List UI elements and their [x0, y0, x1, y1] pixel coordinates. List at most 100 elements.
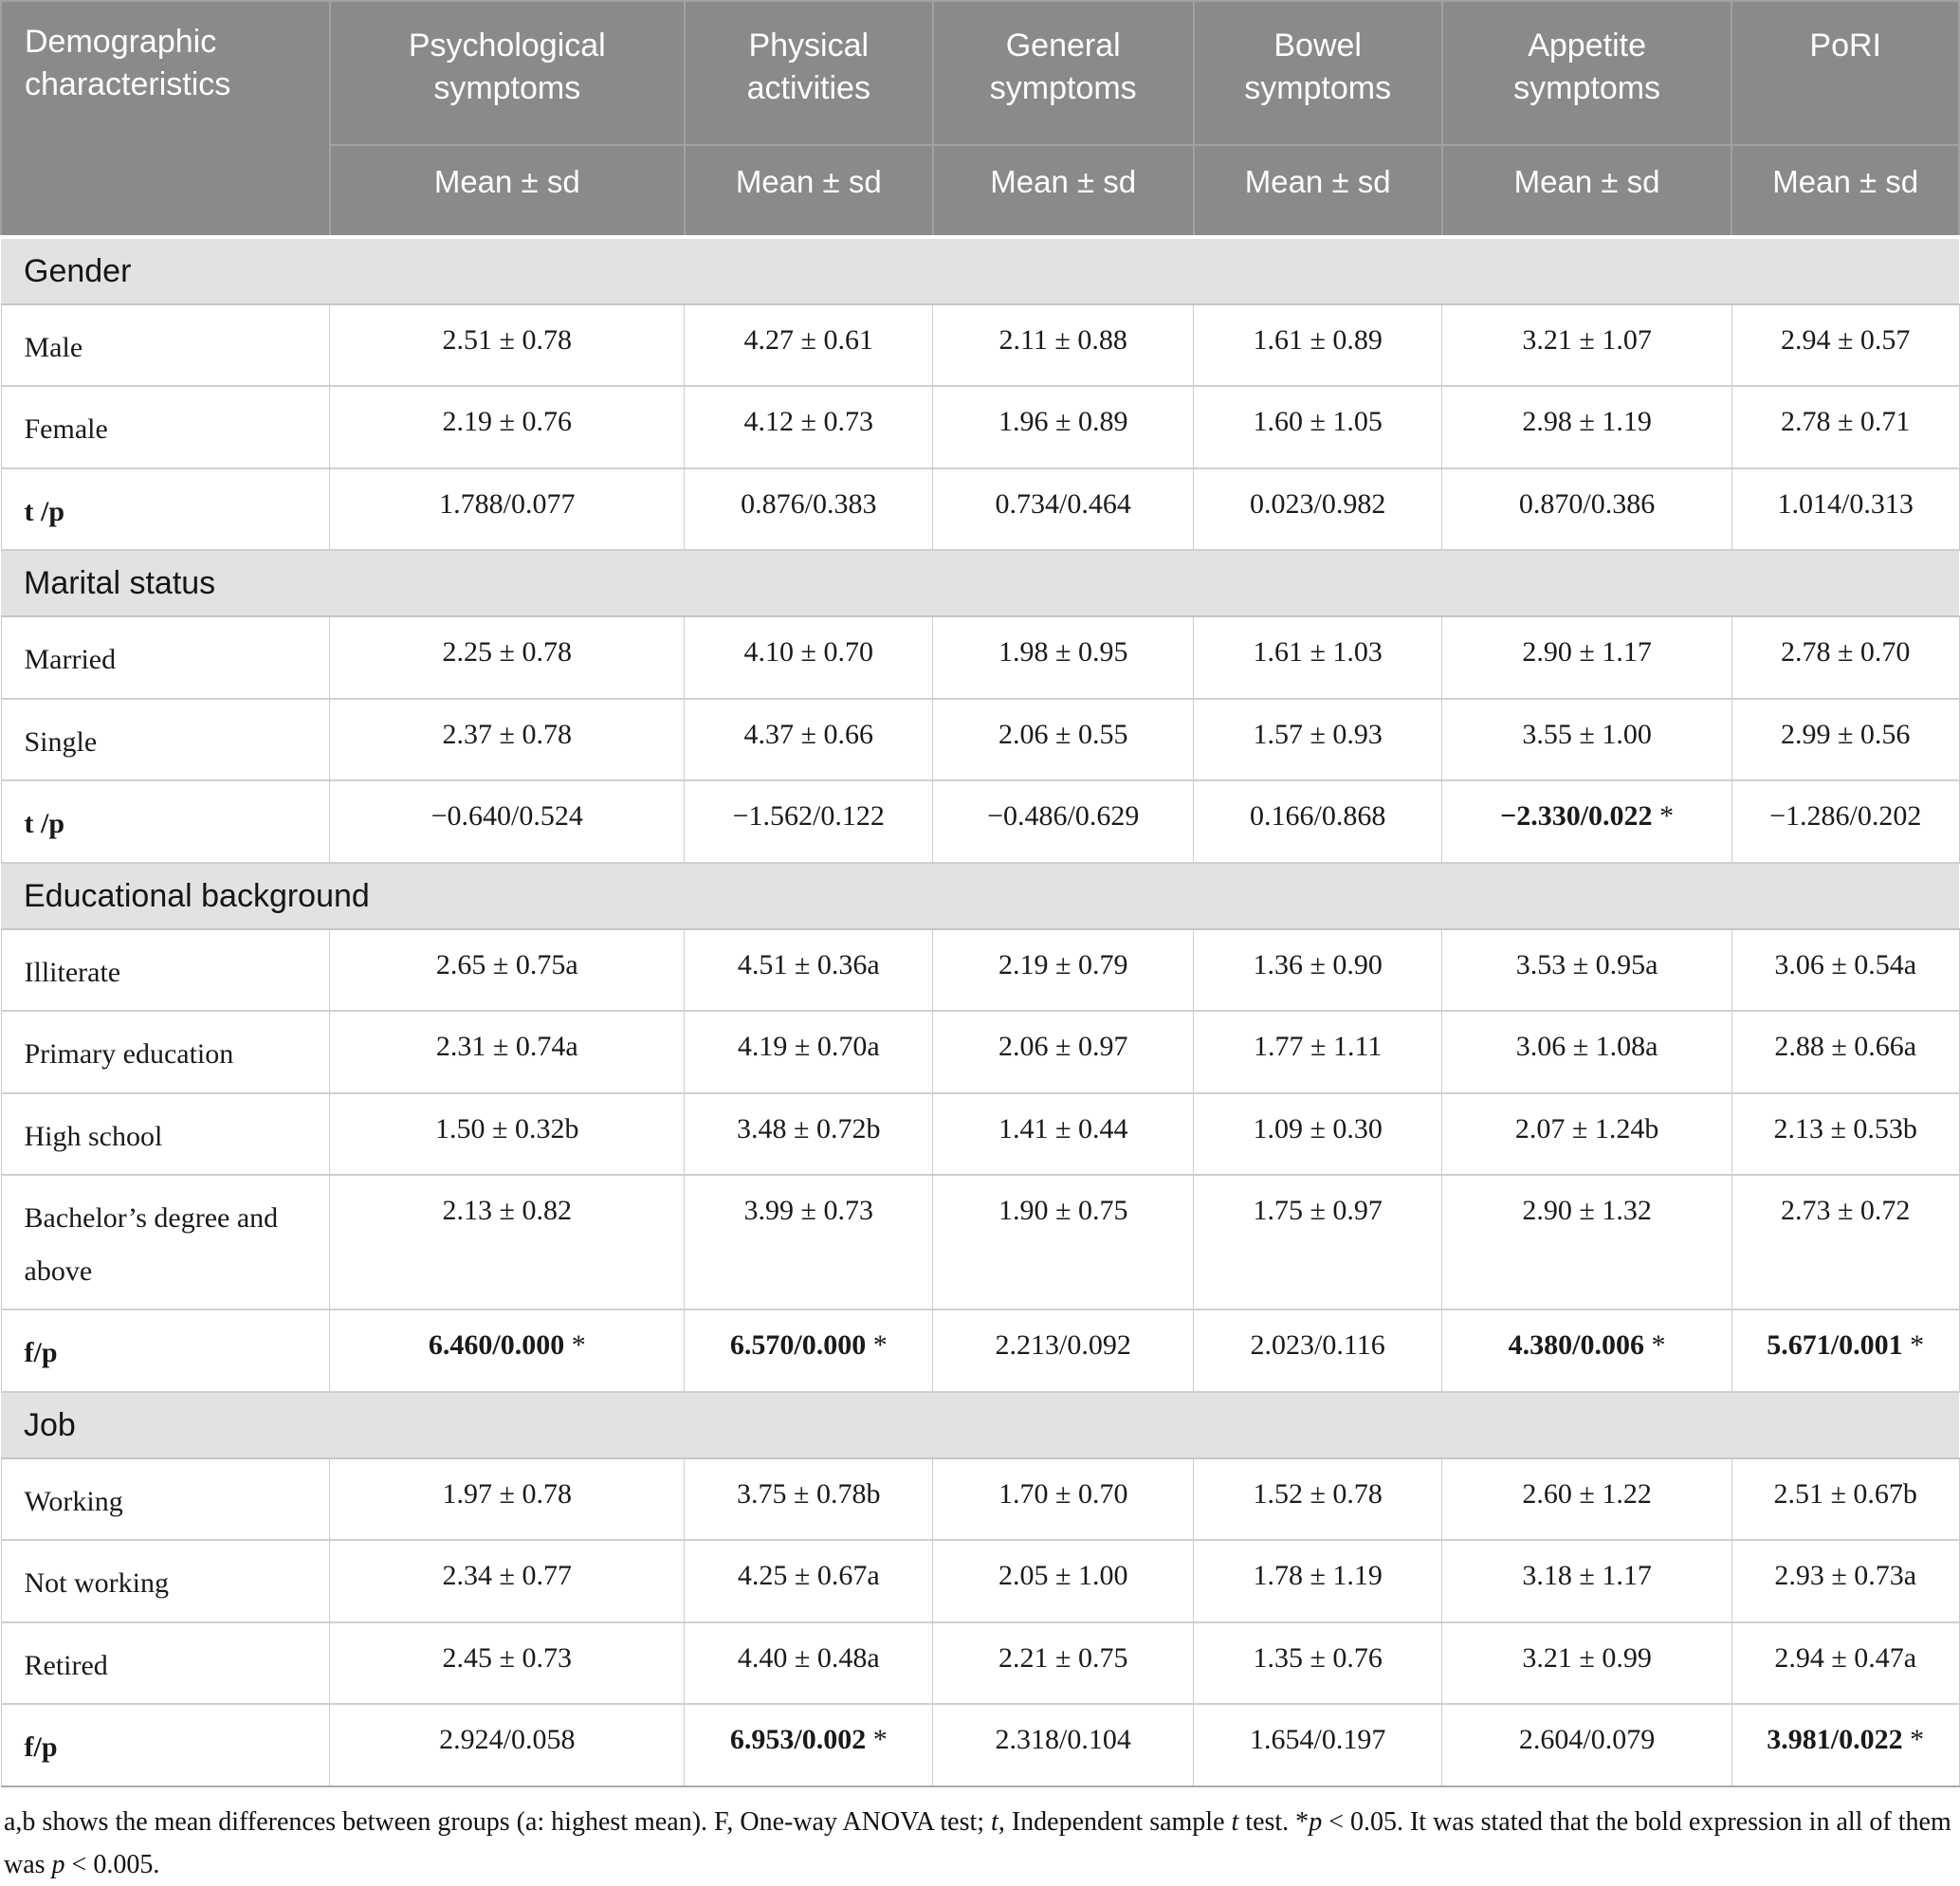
value-cell: 2.19 ± 0.79 — [932, 928, 1195, 1013]
value-cell: −1.562/0.122 — [684, 779, 934, 864]
data-row: Not working 2.34 ± 0.77 4.25 ± 0.67a 2.05 ±… — [0, 1539, 1960, 1623]
table-body: Gender Male 2.51 ± 0.78 4.27 ± 0.61 2.11 ± 0… — [0, 236, 1960, 1787]
footnote-text: , Independent sample — [998, 1806, 1232, 1837]
value-cell: 3.06 ± 0.54a — [1731, 928, 1960, 1013]
value-cell: 3.75 ± 0.78b — [684, 1457, 934, 1542]
value-cell: 2.98 ± 1.19 — [1441, 385, 1732, 469]
row-label-cell: Working — [0, 1457, 331, 1542]
row-label-cell: f/p — [0, 1309, 331, 1393]
section-title: Gender — [1, 236, 1959, 305]
value-cell: 1.77 ± 1.11 — [1193, 1010, 1443, 1094]
header-pori: PoRI — [1731, 0, 1960, 146]
value-cell: −2.330/0.022 * — [1441, 779, 1732, 864]
value-cell: 2.213/0.092 — [932, 1309, 1195, 1393]
value-cell: 3.21 ± 1.07 — [1441, 303, 1732, 388]
section-title: Job — [1, 1390, 1959, 1459]
value-cell: 1.97 ± 0.78 — [329, 1457, 686, 1542]
value-cell: 3.21 ± 0.99 — [1441, 1621, 1732, 1706]
data-row: Female 2.19 ± 0.76 4.12 ± 0.73 1.96 ± 0.89 1… — [0, 385, 1960, 469]
value-cell: 2.318/0.104 — [932, 1703, 1195, 1787]
row-label-cell: Illiterate — [0, 928, 331, 1013]
data-row: High school 1.50 ± 0.32b 3.48 ± 0.72b 1.41 … — [0, 1092, 1960, 1177]
value-cell: 3.53 ± 0.95a — [1441, 928, 1732, 1013]
value-cell: 2.07 ± 1.24b — [1441, 1092, 1732, 1177]
value-cell: 3.18 ± 1.17 — [1441, 1539, 1732, 1623]
row-label-cell: High school — [0, 1092, 331, 1177]
value-cell: 4.19 ± 0.70a — [684, 1010, 934, 1094]
header-appetite-symptoms: Appetite symptoms — [1440, 0, 1733, 146]
section-header-row: Educational background — [1, 861, 1959, 930]
value-cell: 2.51 ± 0.78 — [329, 303, 686, 388]
value-cell: 2.73 ± 0.72 — [1731, 1174, 1960, 1311]
value-cell: 6.953/0.002 * — [684, 1703, 934, 1787]
value-cell: 2.45 ± 0.73 — [329, 1621, 686, 1706]
value-cell: 1.50 ± 0.32b — [329, 1092, 686, 1177]
footnote-text: < 0.005. — [64, 1849, 160, 1879]
value-cell: 1.41 ± 0.44 — [932, 1092, 1195, 1177]
row-label-cell: f/p — [0, 1703, 331, 1787]
footnote: a,b shows the mean differences between g… — [4, 1801, 1954, 1886]
value-cell: 1.98 ± 0.95 — [932, 615, 1195, 700]
value-cell: 3.99 ± 0.73 — [684, 1174, 934, 1311]
value-cell: 2.94 ± 0.57 — [1731, 303, 1960, 388]
footnote-text: test. * — [1238, 1806, 1310, 1837]
footnote-italic-term: p — [1309, 1806, 1323, 1837]
footnote-text: a,b shows the mean differences between g… — [4, 1806, 992, 1837]
value-cell: −1.286/0.202 — [1731, 779, 1960, 864]
value-cell: 0.876/0.383 — [684, 467, 934, 552]
value-cell: 6.570/0.000 * — [684, 1309, 934, 1393]
value-cell: 2.924/0.058 — [329, 1703, 686, 1787]
row-label-cell: Not working — [0, 1539, 331, 1623]
section-title: Marital status — [1, 549, 1959, 618]
value-cell: 2.13 ± 0.53b — [1731, 1092, 1960, 1177]
value-cell: 2.604/0.079 — [1441, 1703, 1732, 1787]
value-cell: 4.10 ± 0.70 — [684, 615, 934, 700]
value-cell: 4.27 ± 0.61 — [684, 303, 934, 388]
header-bowel-symptoms: Bowel symptoms — [1192, 0, 1443, 146]
value-cell: 1.35 ± 0.76 — [1193, 1621, 1443, 1706]
value-cell: 1.09 ± 0.30 — [1193, 1092, 1443, 1177]
row-label-cell: Primary education — [0, 1010, 331, 1094]
value-cell: 2.21 ± 0.75 — [932, 1621, 1195, 1706]
value-cell: 6.460/0.000 * — [329, 1309, 686, 1393]
value-cell: 1.014/0.313 — [1731, 467, 1960, 552]
value-cell: 2.90 ± 1.32 — [1441, 1174, 1732, 1311]
data-row: Single 2.37 ± 0.78 4.37 ± 0.66 2.06 ± 0.55 1… — [0, 698, 1960, 782]
value-cell: 2.78 ± 0.70 — [1731, 615, 1960, 700]
value-cell: 4.25 ± 0.67a — [684, 1539, 934, 1623]
value-cell: 1.61 ± 1.03 — [1193, 615, 1443, 700]
value-cell: 3.55 ± 1.00 — [1441, 698, 1732, 782]
value-cell: 4.37 ± 0.66 — [684, 698, 934, 782]
value-cell: 1.60 ± 1.05 — [1193, 385, 1443, 469]
subheader-mean-sd: Mean ± sd — [1440, 144, 1733, 239]
value-cell: 4.51 ± 0.36a — [684, 928, 934, 1013]
value-cell: 2.51 ± 0.67b — [1731, 1457, 1960, 1542]
footnote-italic-term: t — [1231, 1806, 1239, 1837]
stat-row: t /p 1.788/0.077 0.876/0.383 0.734/0.464 0.0… — [0, 467, 1960, 552]
data-row: Married 2.25 ± 0.78 4.10 ± 0.70 1.98 ± 0.95… — [0, 615, 1960, 700]
row-label-cell: Married — [0, 615, 331, 700]
footnote-italic-term: t — [991, 1806, 998, 1837]
value-cell: 1.654/0.197 — [1193, 1703, 1443, 1787]
data-row: Male 2.51 ± 0.78 4.27 ± 0.61 2.11 ± 0.88 1.6… — [0, 303, 1960, 388]
value-cell: 2.65 ± 0.75a — [329, 928, 686, 1013]
header-demographic-characteristics: Demographic characteristics — [0, 0, 331, 239]
row-label-cell: Single — [0, 698, 331, 782]
value-cell: 2.60 ± 1.22 — [1441, 1457, 1732, 1542]
row-label-cell: Bachelor’s degree and above — [0, 1174, 331, 1311]
value-cell: 2.25 ± 0.78 — [329, 615, 686, 700]
value-cell: 2.11 ± 0.88 — [932, 303, 1195, 388]
data-row: Working 1.97 ± 0.78 3.75 ± 0.78b 1.70 ± 0.7… — [0, 1457, 1960, 1542]
value-cell: 1.788/0.077 — [329, 467, 686, 552]
value-cell: 3.06 ± 1.08a — [1441, 1010, 1732, 1094]
row-label-cell: Male — [0, 303, 331, 388]
header-psychological-symptoms: Psychological symptoms — [328, 0, 686, 146]
section-header-row: Gender — [1, 236, 1959, 305]
value-cell: 2.19 ± 0.76 — [329, 385, 686, 469]
value-cell: 1.96 ± 0.89 — [932, 385, 1195, 469]
value-cell: 2.023/0.116 — [1193, 1309, 1443, 1393]
row-label-cell: t /p — [0, 779, 331, 864]
value-cell: 2.37 ± 0.78 — [329, 698, 686, 782]
column-header-row: Demographic characteristics Psychologica… — [0, 0, 1960, 239]
value-cell: 3.48 ± 0.72b — [684, 1092, 934, 1177]
